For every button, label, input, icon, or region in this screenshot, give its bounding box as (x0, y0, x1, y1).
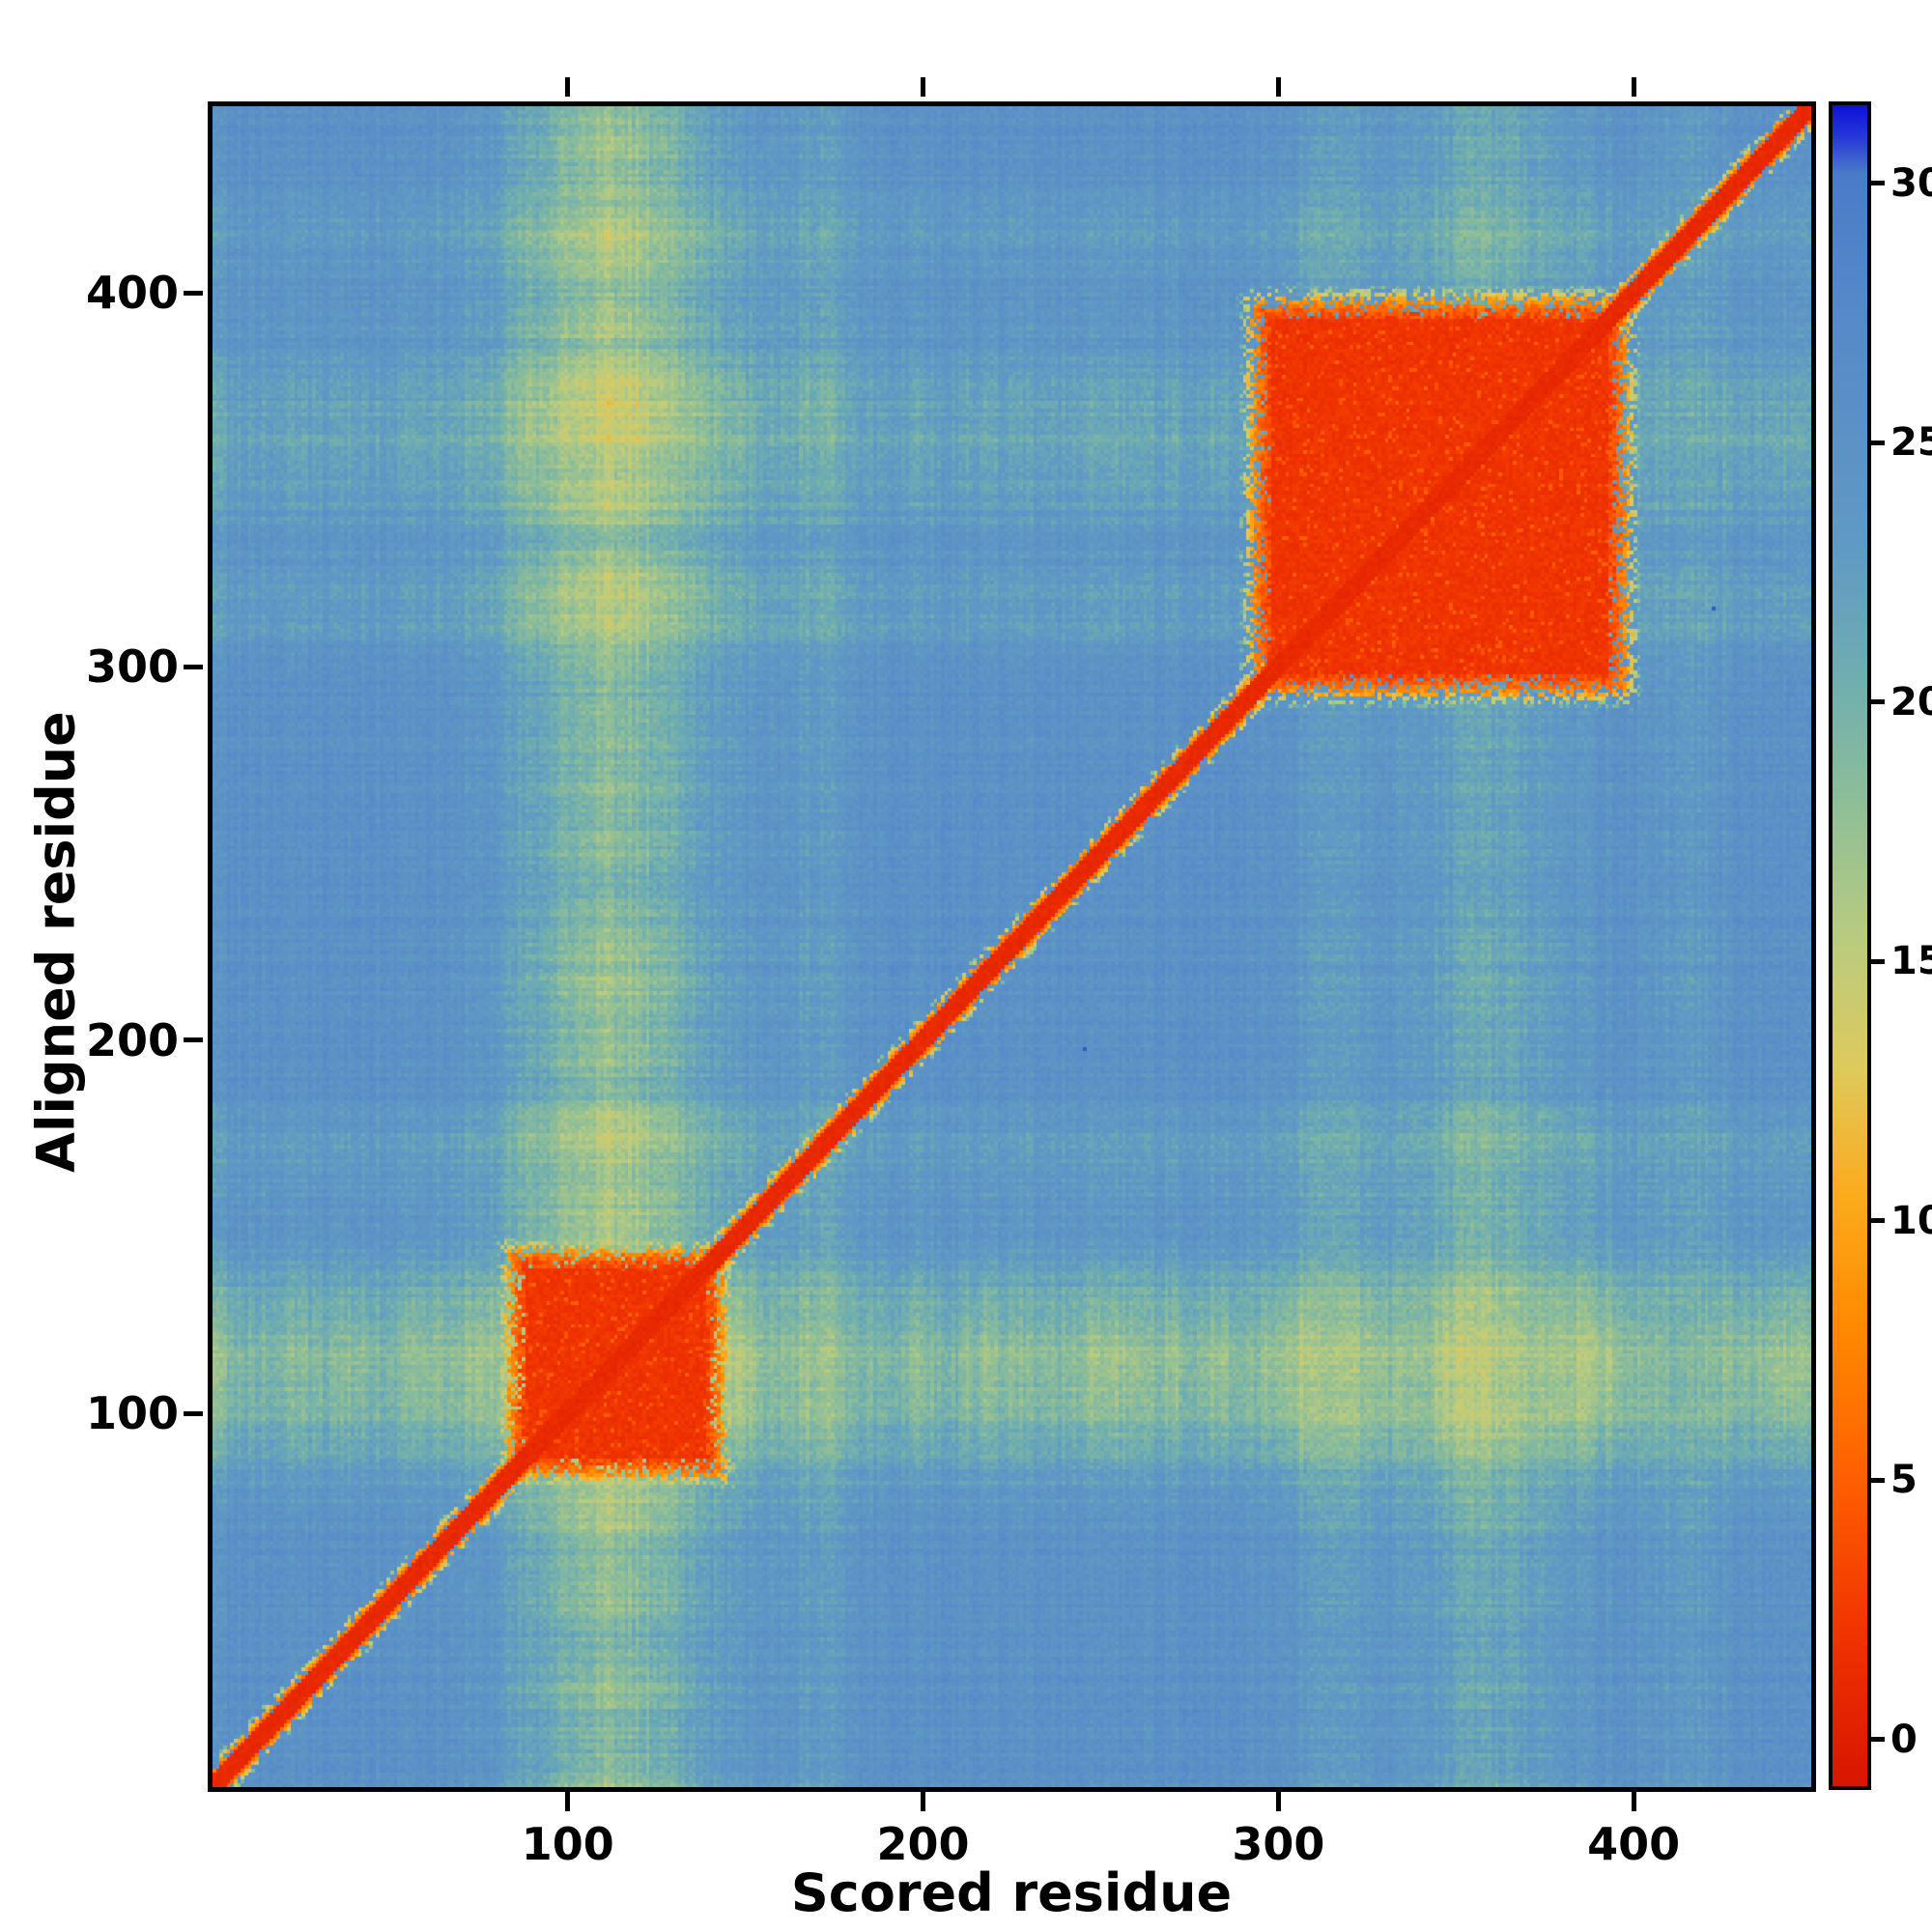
x-axis-top-tick (1631, 77, 1636, 97)
y-axis-tick-label: 400 (85, 267, 179, 320)
x-axis-tick-label: 300 (1232, 1818, 1325, 1870)
colorbar-tick-label: 10 (1890, 1198, 1932, 1243)
x-axis-tick (921, 1792, 926, 1811)
colorbar-tick (1871, 958, 1885, 964)
x-axis-tick-label: 100 (521, 1818, 614, 1870)
x-axis-tick (565, 1792, 571, 1811)
x-axis-tick-label: 200 (876, 1818, 970, 1870)
x-axis-tick (1631, 1792, 1636, 1811)
x-axis-top-tick (1275, 77, 1281, 97)
y-axis-tick (184, 664, 203, 669)
x-axis-label: Scored residue (790, 1862, 1233, 1923)
y-axis-label: Aligned residue (25, 711, 87, 1173)
colorbar-tick-label: 0 (1890, 1717, 1918, 1762)
colorbar-tick (1871, 699, 1885, 705)
y-axis-tick-label: 100 (85, 1387, 179, 1440)
y-axis-tick-label: 200 (85, 1013, 179, 1066)
heatmap-plot (208, 101, 1816, 1792)
colorbar-tick (1871, 1477, 1885, 1483)
y-axis-tick (184, 1037, 203, 1043)
colorbar-tick-label: 30 (1890, 160, 1932, 206)
colorbar (1829, 101, 1871, 1790)
colorbar-tick (1871, 440, 1885, 445)
x-axis-top-tick (565, 77, 571, 97)
y-axis-tick (184, 290, 203, 296)
colorbar-tick (1871, 1737, 1885, 1743)
x-axis-top-tick (921, 77, 926, 97)
colorbar-tick-label: 5 (1890, 1458, 1918, 1503)
colorbar-tick-label: 15 (1890, 939, 1932, 984)
x-axis-tick-label: 400 (1587, 1818, 1681, 1870)
colorbar-tick-label: 20 (1890, 679, 1932, 724)
heatmap-canvas (213, 106, 1811, 1787)
x-axis-tick (1275, 1792, 1281, 1811)
colorbar-canvas (1833, 105, 1867, 1786)
colorbar-tick-label: 25 (1890, 420, 1932, 466)
colorbar-tick (1871, 1218, 1885, 1224)
y-axis-tick (184, 1410, 203, 1416)
y-axis-tick-label: 300 (85, 640, 179, 693)
colorbar-tick (1871, 181, 1885, 186)
